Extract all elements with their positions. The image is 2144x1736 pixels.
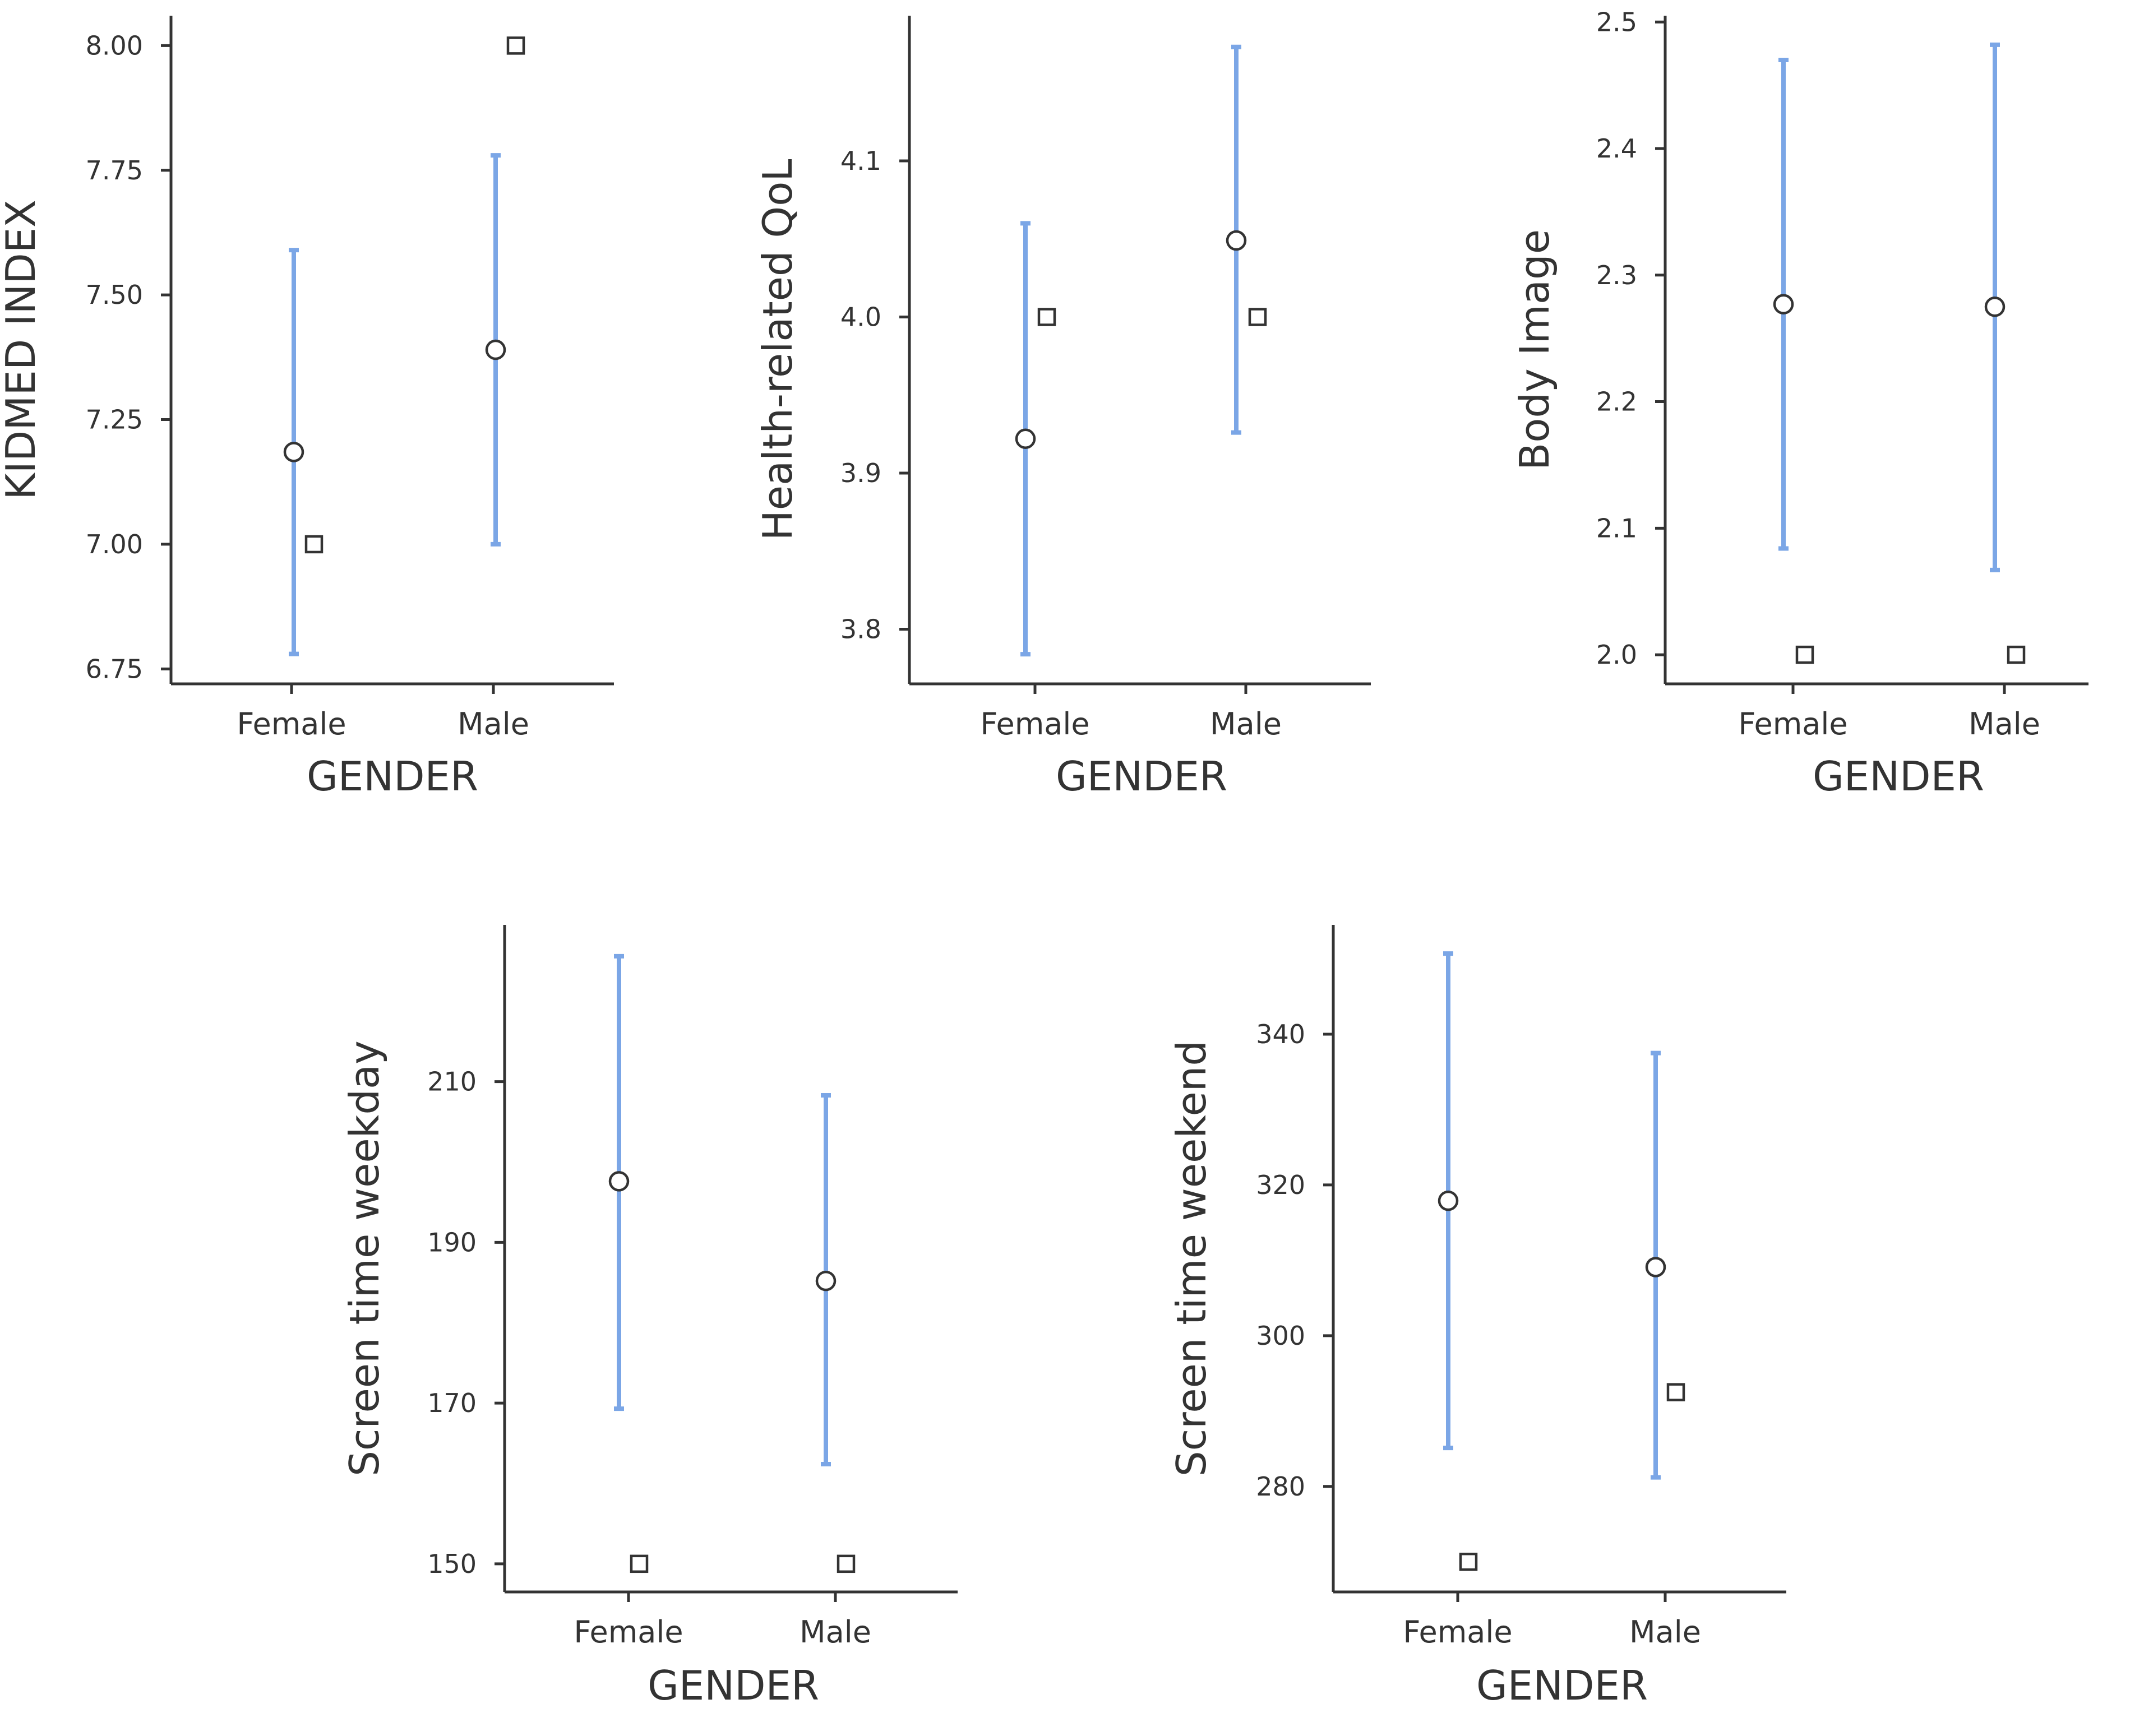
x-tick-label: Female (1738, 706, 1847, 742)
y-tick-label: 210 (427, 1067, 477, 1097)
y-tick-label: 3.9 (840, 458, 881, 488)
x-tick-label: Female (237, 706, 346, 742)
x-tick-label: Female (980, 706, 1089, 742)
mean-point (1226, 230, 1247, 251)
y-tick-label: 2.0 (1596, 640, 1637, 670)
y-axis-title: Body Image (1511, 229, 1558, 470)
y-tick-label: 7.75 (86, 155, 143, 186)
median-point (1795, 645, 1814, 664)
y-tick-label: 4.1 (840, 146, 881, 176)
x-tick-label: Female (574, 1614, 683, 1650)
median-point (2007, 645, 2026, 664)
chart-panel-2: 3.8 3.9 4.0 4.1 Female Male GENDER Health-relat… (754, 16, 1371, 800)
y-tick-label: 2.2 (1596, 387, 1637, 417)
x-tick-label: Male (458, 706, 529, 742)
median-point (1037, 308, 1056, 326)
mean-point (1015, 428, 1036, 449)
y-tick-label: 2.1 (1596, 513, 1637, 543)
y-axis-title: Screen time weekend (1168, 1040, 1215, 1476)
x-axis-title: GENDER (648, 1662, 819, 1709)
y-tick-label: 6.75 (86, 654, 143, 684)
chart-panel-4: 150 170 190 210 Female Male GENDER Screen time … (341, 925, 958, 1709)
mean-point (1645, 1257, 1666, 1277)
median-point (837, 1554, 856, 1573)
median-point (630, 1554, 649, 1573)
y-tick-label: 7.00 (86, 529, 143, 559)
mean-point (1984, 296, 2006, 317)
y-tick-label: 7.25 (86, 405, 143, 435)
x-tick-label: Male (800, 1614, 871, 1650)
y-tick-label: 190 (427, 1227, 477, 1257)
median-point (304, 535, 324, 554)
mean-point (1438, 1190, 1459, 1211)
median-point (506, 36, 525, 55)
y-tick-label: 170 (427, 1388, 477, 1418)
x-tick-label: Male (1210, 706, 1282, 742)
x-axis-title: GENDER (1813, 753, 1984, 800)
x-axis-title: GENDER (307, 753, 478, 800)
y-tick-label: 2.3 (1596, 260, 1637, 290)
mean-point (485, 339, 506, 360)
median-point (1459, 1552, 1478, 1571)
mean-point (283, 442, 304, 462)
x-axis-title: GENDER (1476, 1662, 1648, 1709)
x-tick-label: Male (1969, 706, 2040, 742)
y-axis-title: Screen time weekday (341, 1040, 388, 1476)
chart-panel-1: 6.75 7.00 7.25 7.50 7.75 8.00 Female Male GENDER… (0, 16, 614, 800)
y-tick-label: 280 (1256, 1471, 1305, 1502)
median-point (1666, 1383, 1685, 1401)
mean-point (608, 1171, 630, 1192)
y-tick-label: 7.50 (86, 280, 143, 310)
y-tick-label: 320 (1256, 1170, 1305, 1200)
mean-point (1773, 294, 1794, 314)
x-axis-title: GENDER (1056, 753, 1227, 800)
y-tick-label: 340 (1256, 1019, 1305, 1049)
x-tick-label: Male (1629, 1614, 1701, 1650)
y-tick-label: 300 (1256, 1321, 1305, 1351)
chart-panel-3: 2.0 2.1 2.2 2.3 2.4 2.5 Female Male GENDER Body I… (1511, 7, 2088, 800)
mean-point (815, 1270, 837, 1291)
median-point (1248, 308, 1267, 326)
y-tick-label: 150 (427, 1549, 477, 1579)
y-tick-label: 8.00 (86, 30, 143, 61)
y-tick-label: 4.0 (840, 302, 881, 332)
y-tick-label: 3.8 (840, 614, 881, 645)
chart-panel-5: 280 300 320 340 Female Male GENDER Screen time … (1168, 925, 1786, 1709)
y-tick-label: 2.5 (1596, 7, 1637, 37)
y-tick-label: 2.4 (1596, 133, 1637, 164)
x-tick-label: Female (1403, 1614, 1512, 1650)
y-axis-title: KIDMED INDEX (0, 200, 44, 499)
y-axis-title: Health-related QoL (754, 159, 801, 541)
